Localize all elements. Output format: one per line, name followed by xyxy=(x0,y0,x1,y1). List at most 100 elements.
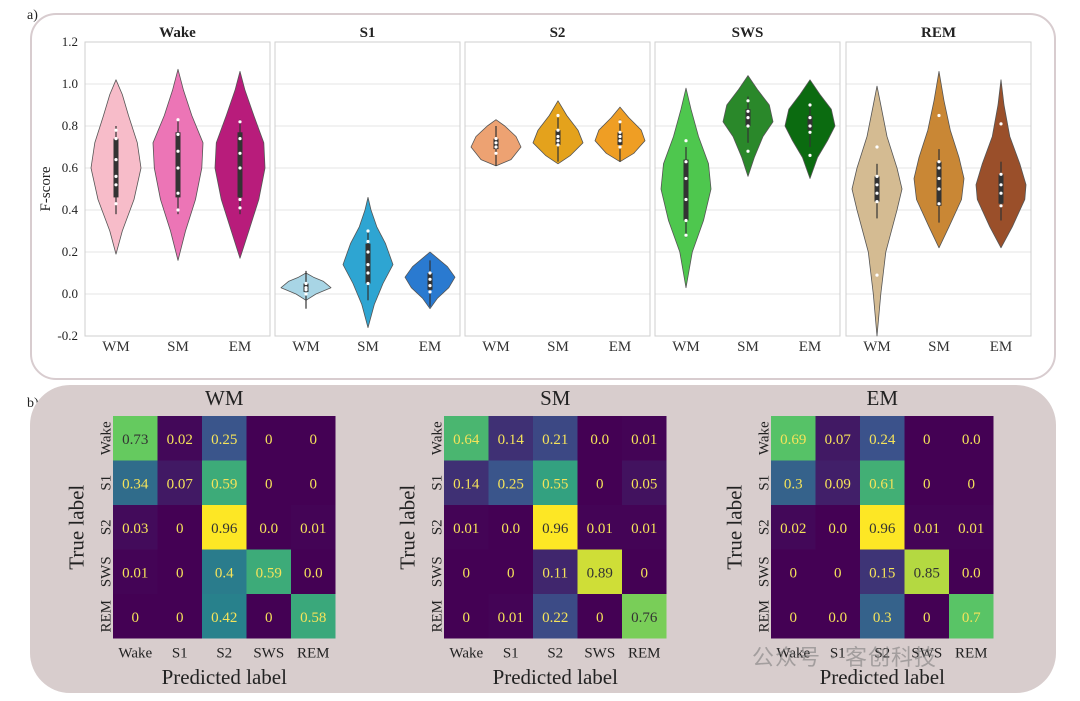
y-axis-label: True label xyxy=(722,485,746,570)
matrix-cell xyxy=(246,505,291,550)
matrix-cell-value: 0.01 xyxy=(587,521,613,537)
violin-iqr-box xyxy=(807,115,813,131)
matrix-cell-value: 0 xyxy=(923,432,931,448)
predicted-tick-label: REM xyxy=(297,646,330,662)
matrix-cell-value: 0.96 xyxy=(869,521,896,537)
x-axis-label: Predicted label xyxy=(162,665,288,689)
violin-point xyxy=(999,191,1003,195)
violin-iqr-box xyxy=(998,174,1004,204)
violin-point xyxy=(238,206,242,210)
matrix-cell xyxy=(113,505,158,550)
ytick-label: 1.2 xyxy=(62,34,78,49)
matrix-cell-value: 0 xyxy=(176,610,184,626)
matrix-cell-value: 0.0 xyxy=(501,521,520,537)
matrix-cell-value: 0.01 xyxy=(498,610,524,626)
violin-point xyxy=(494,145,498,149)
true-tick-label: Wake xyxy=(756,421,772,455)
violin-point xyxy=(746,149,750,153)
x-axis-label: Predicted label xyxy=(493,665,619,689)
violin-point xyxy=(618,130,622,134)
matrix-cell-value: 0.02 xyxy=(780,521,806,537)
violin-point xyxy=(999,183,1003,187)
matrix-cell-value: 0.96 xyxy=(542,521,569,537)
violin-point xyxy=(114,137,118,141)
violin-point xyxy=(618,139,622,143)
matrix-cell-value: 0 xyxy=(310,476,318,492)
violin-point xyxy=(556,128,560,132)
matrix-cell-value: 0.76 xyxy=(631,610,658,626)
violin-point xyxy=(999,172,1003,176)
matrix-cell-value: 0.3 xyxy=(873,610,892,626)
matrix-cell-value: 0.15 xyxy=(869,565,895,581)
matrix-cell xyxy=(860,416,905,461)
y-axis-label: F-score xyxy=(38,166,54,211)
violin-point xyxy=(937,160,941,164)
violin-point xyxy=(684,233,688,237)
matrix-cell xyxy=(622,505,667,550)
violin-point xyxy=(937,187,941,191)
matrix-cell xyxy=(949,549,994,594)
true-tick-label: S2 xyxy=(756,519,772,535)
matrix-cell xyxy=(113,594,158,639)
matrix-cell-value: 0.58 xyxy=(300,610,326,626)
violin-point xyxy=(428,271,432,275)
xtick-label: WM xyxy=(672,339,700,355)
matrix-cell-value: 0.05 xyxy=(631,476,657,492)
matrix-cell-value: 0 xyxy=(641,565,649,581)
true-tick-label: SWS xyxy=(429,556,445,587)
matrix-cell xyxy=(815,505,860,550)
violin-iqr-box xyxy=(427,273,433,290)
xtick-label: WM xyxy=(292,339,320,355)
panel-a-label: a) xyxy=(27,8,38,23)
matrix-cell xyxy=(444,460,489,505)
violin-point xyxy=(875,145,879,149)
matrix-cell xyxy=(622,416,667,461)
violin-point xyxy=(238,151,242,155)
subplot-title: REM xyxy=(921,25,956,41)
matrix-cell xyxy=(157,460,202,505)
violin-point xyxy=(366,239,370,244)
violin-point xyxy=(999,122,1003,126)
violin-subplot-sws: SWS WM SM EM xyxy=(654,25,841,355)
true-tick-label: S2 xyxy=(98,519,114,535)
subplot-title: S2 xyxy=(550,25,566,41)
matrix-cell-value: 0.0 xyxy=(590,432,609,448)
violin-point xyxy=(366,281,370,286)
matrix-cell xyxy=(202,594,247,639)
violin-point xyxy=(176,166,180,170)
matrix-cell-value: 0 xyxy=(176,521,184,537)
matrix-cell-value: 0 xyxy=(265,476,273,492)
ytick-label: 0.0 xyxy=(62,286,78,301)
violin-point xyxy=(114,128,118,132)
true-tick-label: REM xyxy=(98,600,114,633)
matrix-cell xyxy=(444,594,489,639)
violin-point xyxy=(808,103,812,107)
true-tick-label: S2 xyxy=(429,519,445,535)
violin-iqr-box xyxy=(683,159,689,221)
matrix-cell xyxy=(444,416,489,461)
violin-point xyxy=(937,176,941,181)
predicted-tick-label: S2 xyxy=(547,646,563,662)
ytick-label: 0.8 xyxy=(62,118,78,133)
violin-point xyxy=(875,200,879,204)
violin-point xyxy=(556,139,560,143)
violin-point xyxy=(304,286,308,290)
matrix-cell xyxy=(488,416,533,461)
ytick-label: -0.2 xyxy=(57,328,78,343)
matrix-cell xyxy=(533,505,578,550)
matrix-cell-value: 0 xyxy=(923,610,931,626)
matrix-cell xyxy=(860,549,905,594)
predicted-tick-label: Wake xyxy=(776,646,810,662)
violin-point xyxy=(428,284,432,288)
predicted-tick-label: S2 xyxy=(216,646,232,662)
matrix-cell-value: 0 xyxy=(463,565,471,581)
violin-point xyxy=(494,141,498,145)
matrix-cell xyxy=(113,549,158,594)
violin-point xyxy=(494,137,498,141)
matrix-cell xyxy=(444,549,489,594)
matrix-cell-value: 0.01 xyxy=(453,521,479,537)
violin-point xyxy=(428,277,432,281)
matrix-cell xyxy=(246,549,291,594)
violin-point xyxy=(875,191,879,195)
matrix-cell xyxy=(904,416,949,461)
